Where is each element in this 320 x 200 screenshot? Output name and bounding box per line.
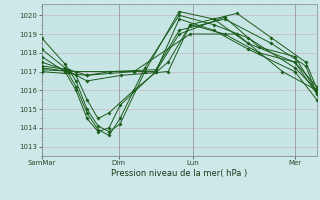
X-axis label: Pression niveau de la mer( hPa ): Pression niveau de la mer( hPa )	[111, 169, 247, 178]
